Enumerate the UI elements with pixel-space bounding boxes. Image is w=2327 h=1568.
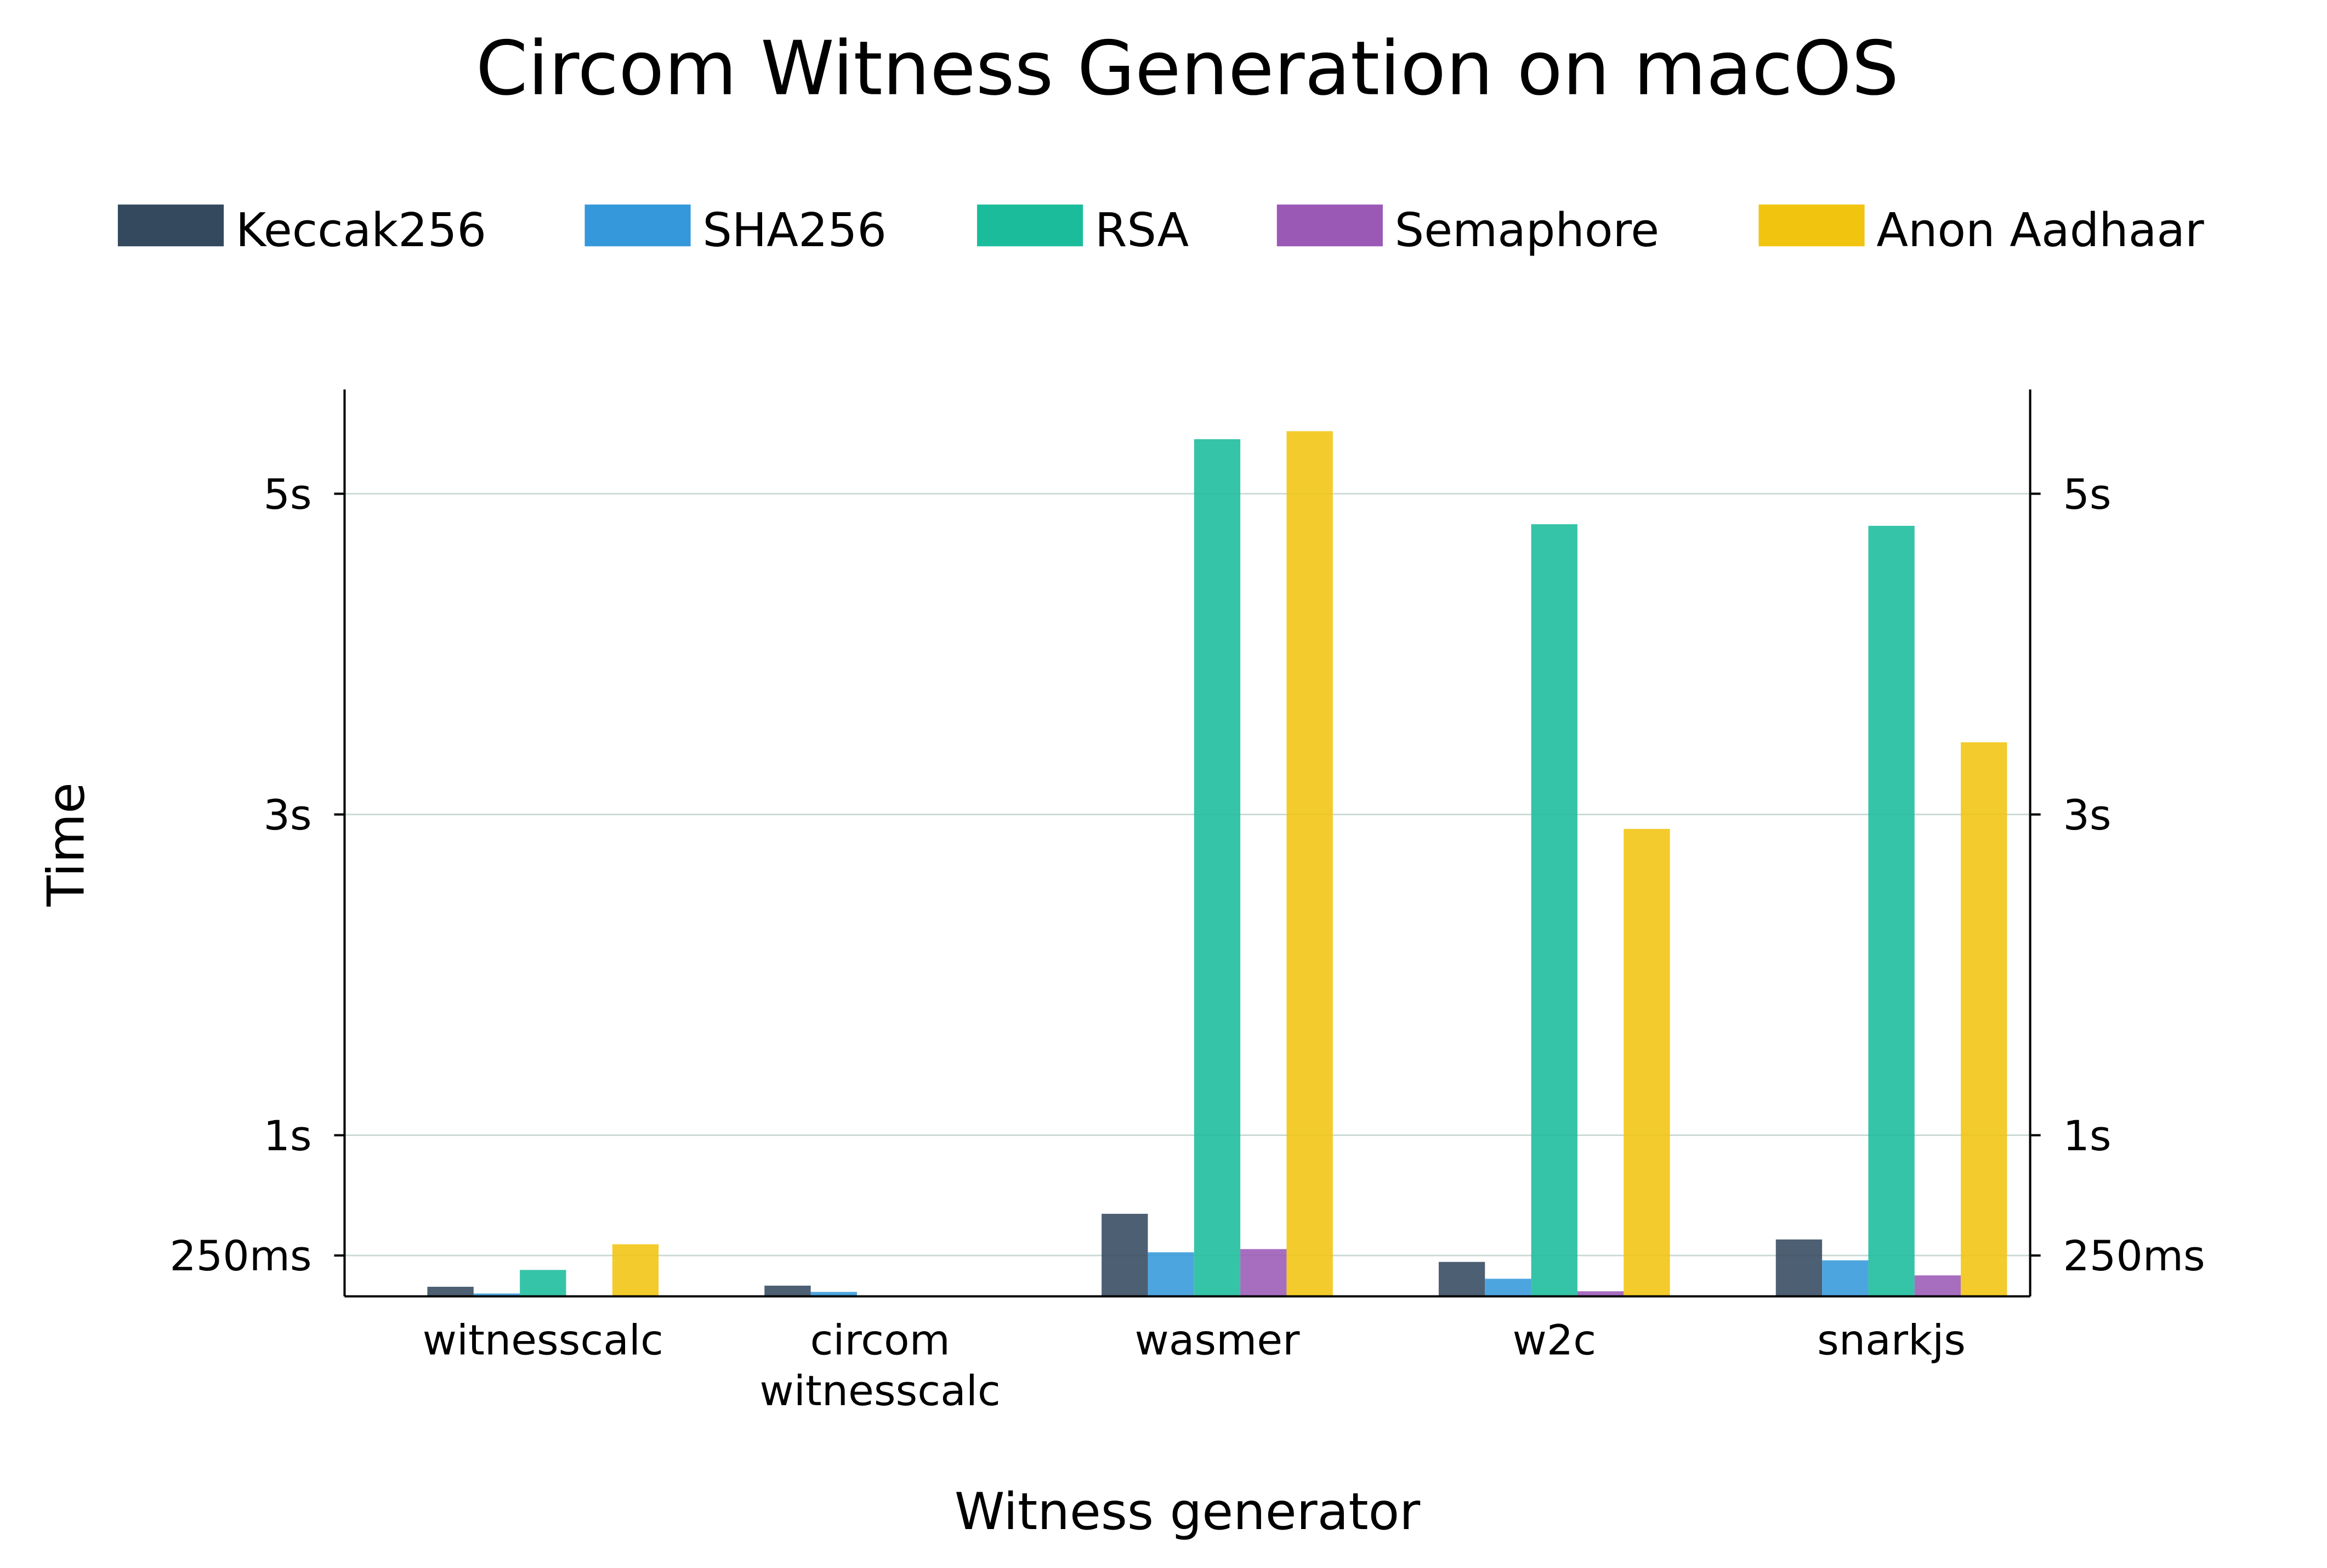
bar-keccak256 <box>1775 1239 1823 1296</box>
bar-rsa <box>520 1270 566 1296</box>
bar-sha256 <box>810 1292 857 1296</box>
bar-sha256 <box>1822 1260 1869 1296</box>
y-tick-label-right: 3s <box>2063 791 2111 839</box>
legend-swatch <box>1758 204 1865 247</box>
legend-label: SHA256 <box>702 203 887 257</box>
bar-sha256 <box>1148 1252 1194 1296</box>
x-axis-label: Witness generator <box>955 1482 1421 1541</box>
x-tick-label: w2c <box>1512 1316 1596 1365</box>
y-tick-label-right: 1s <box>2063 1111 2111 1160</box>
y-tick-label-right: 5s <box>2063 470 2111 519</box>
bar-keccak256 <box>1102 1213 1148 1296</box>
x-tick-label: circom <box>810 1316 950 1365</box>
legend: Keccak256 SHA256 RSA Semaphore Anon Aadhaar <box>117 203 2204 257</box>
bar-sha256 <box>1485 1279 1531 1296</box>
axes: 250ms 250ms 1s 1s 3s 3s 5s 5s <box>169 389 2205 1298</box>
bar-keccak256 <box>764 1286 811 1296</box>
bar-keccak256 <box>427 1287 474 1296</box>
bar-rsa <box>1868 526 1915 1296</box>
bar-anon-aadhaar <box>1624 828 1670 1296</box>
legend-swatch <box>1276 204 1383 247</box>
bar-anon-aadhaar <box>1961 742 2007 1296</box>
legend-label: Anon Aadhaar <box>1876 203 2204 257</box>
bar-rsa <box>1194 439 1241 1296</box>
y-tick-label-left: 1s <box>263 1111 311 1160</box>
y-tick-label-right: 250ms <box>2063 1231 2205 1280</box>
legend-swatch <box>117 204 224 247</box>
legend-label: Semaphore <box>1395 203 1660 257</box>
y-tick-label-left: 250ms <box>169 1231 311 1280</box>
bar-keccak256 <box>1438 1262 1485 1296</box>
chart-title: Circom Witness Generation on macOS <box>476 26 1899 112</box>
legend-label: Keccak256 <box>236 203 486 257</box>
bar-sha256 <box>473 1293 520 1296</box>
bars <box>427 431 2007 1296</box>
bar-semaphore <box>1577 1291 1624 1296</box>
x-tick-label: witnesscalc <box>423 1316 663 1365</box>
bar-semaphore <box>1240 1249 1287 1296</box>
legend-swatch <box>977 204 1083 247</box>
x-tick-label: witnesscalc <box>759 1366 1000 1415</box>
x-tick-label: wasmer <box>1134 1316 1300 1365</box>
y-tick-label-left: 5s <box>263 470 311 519</box>
y-axis-label: Time <box>36 782 95 907</box>
bar-anon-aadhaar <box>612 1244 659 1296</box>
x-tick-label: snarkjs <box>1817 1316 1966 1365</box>
bar-semaphore <box>1914 1275 1961 1296</box>
legend-swatch <box>584 204 691 247</box>
y-tick-label-left: 3s <box>263 791 311 839</box>
bar-anon-aadhaar <box>1286 431 1333 1296</box>
gridlines <box>344 493 2030 1257</box>
legend-label: RSA <box>1095 203 1189 257</box>
bar-rsa <box>1531 524 1577 1296</box>
